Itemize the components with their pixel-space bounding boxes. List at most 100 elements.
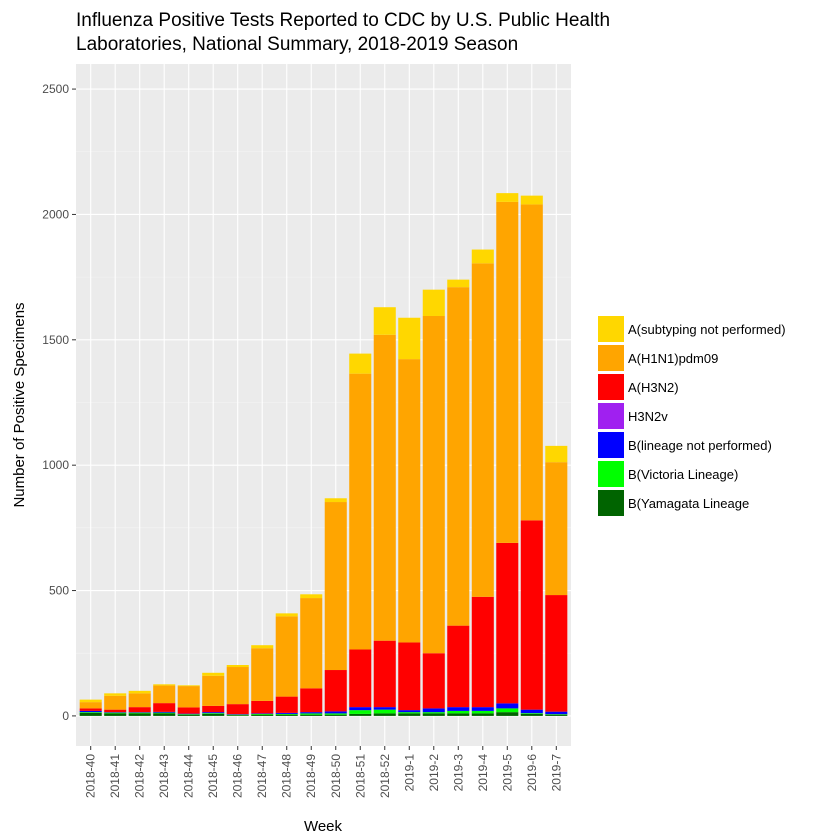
bar-segment: 2018-50 — A(subtyping not performed): 15 xyxy=(324,498,347,503)
bar-segment: 2018-43 — B(lineage not performed): 3 xyxy=(153,711,176,713)
bar-segment: 2019-4 — A(H1N1)pdm09: 1330 xyxy=(471,263,494,597)
bar-segment: 2018-42 — A(H3N2): 20 xyxy=(128,707,151,713)
legend-key xyxy=(598,374,624,400)
legend-key xyxy=(598,403,624,429)
bar-segment: 2019-2 — B(Yamagata Lineage: 10 xyxy=(422,713,445,716)
legend-label: B(Victoria Lineage) xyxy=(628,467,738,482)
bar-segment: 2018-46 — B(lineage not performed): 2 xyxy=(226,714,249,715)
bar-segment: 2018-50 — A(H1N1)pdm09: 670 xyxy=(324,502,347,671)
bar-segment: 2018-52 — B(lineage not performed): 10 xyxy=(373,707,396,710)
y-axis: 0 500 1000 1500 2000 2500 xyxy=(42,82,76,723)
x-tick-label: 2018-45 xyxy=(206,754,220,798)
bar-segment: 2018-49 — B(Victoria Lineage): 5 xyxy=(300,713,323,715)
bar-segment: 2018-50 — B(Yamagata Lineage: 5 xyxy=(324,714,347,716)
bar-segment: 2018-48 — A(H3N2): 65 xyxy=(275,696,298,713)
x-tick-label: 2019-5 xyxy=(500,754,514,792)
bar-segment: 2019-2 — A(subtyping not performed): 105 xyxy=(422,289,445,316)
bar-segment: 2019-7 — B(Victoria Lineage): 2 xyxy=(545,714,568,715)
bar-segment: 2018-52 — A(H1N1)pdm09: 1220 xyxy=(373,334,396,641)
x-axis-title: Week xyxy=(304,818,343,835)
bar-segment: 2018-44 — A(subtyping not performed): 3 xyxy=(177,685,200,687)
x-tick-label: 2018-43 xyxy=(157,754,171,798)
legend-key xyxy=(598,345,624,371)
bar-segment: 2018-47 — B(Yamagata Lineage: 5 xyxy=(251,714,274,716)
bar-segment: 2018-45 — B(lineage not performed): 4 xyxy=(202,712,225,714)
bar-segment: 2018-46 — B(Victoria Lineage): 2 xyxy=(226,714,249,716)
legend-label: A(subtyping not performed) xyxy=(628,322,786,337)
bar-segment: 2018-51 — B(Victoria Lineage): 15 xyxy=(349,710,372,714)
bar-segment: 2018-45 — A(H3N2): 25 xyxy=(202,705,225,713)
legend-label: A(H1N1)pdm09 xyxy=(628,351,718,366)
bar-segment: 2019-7 — A(subtyping not performed): 65 xyxy=(545,445,568,463)
bar-segment: 2018-43 — A(subtyping not performed): 5 xyxy=(153,684,176,686)
bar-segment: 2018-52 — B(Yamagata Lineage: 10 xyxy=(373,713,396,716)
bar-segment: 2019-1 — A(H1N1)pdm09: 1130 xyxy=(398,359,421,643)
bar-segment: 2018-41 — A(H3N2): 10 xyxy=(104,709,127,713)
bar-segment: 2018-43 — A(H3N2): 35 xyxy=(153,703,176,712)
bar-segment: 2019-7 — A(H1N1)pdm09: 530 xyxy=(545,462,568,596)
bar-segment: 2019-3 — A(H3N2): 325 xyxy=(447,625,470,708)
bar-segment: 2019-7 — A(H3N2): 465 xyxy=(545,595,568,712)
legend-label: B(lineage not performed) xyxy=(628,438,772,453)
bar-segment: 2018-52 — B(Victoria Lineage): 15 xyxy=(373,709,396,714)
bar-segment: 2018-49 — A(H1N1)pdm09: 360 xyxy=(300,598,323,689)
bar-segment: 2018-48 — A(H1N1)pdm09: 320 xyxy=(275,616,298,697)
y-tick-label: 1500 xyxy=(42,333,69,347)
bar-segment: 2018-45 — B(Yamagata Lineage: 8 xyxy=(202,713,225,716)
x-tick-label: 2018-47 xyxy=(255,754,269,798)
legend: A(subtyping not performed) A(H1N1)pdm09 A(… xyxy=(598,316,786,516)
bar-segment: 2018-50 — A(H3N2): 165 xyxy=(324,670,347,712)
bar-segment: 2018-44 — B(Yamagata Lineage: 5 xyxy=(177,714,200,716)
bar-segment: 2018-49 — B(Yamagata Lineage: 5 xyxy=(300,714,323,716)
bar-segment: 2018-44 — B(lineage not performed): 2 xyxy=(177,713,200,715)
bar-segment: 2019-5 — A(H3N2): 640 xyxy=(496,542,519,704)
bar-segment: 2019-3 — A(H1N1)pdm09: 1350 xyxy=(447,287,470,626)
bar-segment: 2019-5 — A(H1N1)pdm09: 1360 xyxy=(496,201,519,543)
bar-segment: 2018-44 — A(H1N1)pdm09: 85 xyxy=(177,686,200,708)
legend-key xyxy=(598,490,624,516)
bar-segment: 2019-4 — B(Victoria Lineage): 10 xyxy=(471,710,494,714)
x-tick-label: 2018-46 xyxy=(231,754,245,798)
x-tick-label: 2018-40 xyxy=(84,754,98,798)
x-tick-label: 2018-42 xyxy=(133,754,147,798)
bar-segment: 2018-43 — A(H1N1)pdm09: 70 xyxy=(153,685,176,704)
bar-segment: 2018-47 — B(Victoria Lineage): 3 xyxy=(251,713,274,715)
x-tick-label: 2018-51 xyxy=(353,754,367,798)
bar-segment: 2018-41 — B(Yamagata Lineage: 10 xyxy=(104,713,127,716)
x-tick-label: 2019-7 xyxy=(549,754,563,792)
bar-segment: 2019-4 — B(Yamagata Lineage: 10 xyxy=(471,713,494,716)
bar-segment: 2019-2 — B(lineage not performed): 15 xyxy=(422,708,445,713)
bar-group: 2018-40 — B(Yamagata Lineage: 122018-40 … xyxy=(79,193,568,716)
bar-segment: 2019-7 — B(lineage not performed): 10 xyxy=(545,711,568,715)
bar-segment: 2018-51 — A(H3N2): 230 xyxy=(349,649,372,708)
bar-segment: 2018-40 — A(subtyping not performed): 10 xyxy=(79,699,102,703)
bar-segment: 2018-42 — A(H1N1)pdm09: 55 xyxy=(128,693,151,708)
x-tick-label: 2018-49 xyxy=(304,754,318,798)
bar-segment: 2019-2 — A(H3N2): 220 xyxy=(422,653,445,709)
legend-key xyxy=(598,316,624,342)
bar-segment: 2018-51 — A(subtyping not performed): 80 xyxy=(349,353,372,374)
bar-segment: 2018-47 — A(subtyping not performed): 12 xyxy=(251,645,274,649)
bar-segment: 2018-50 — B(lineage not performed): 8 xyxy=(324,711,347,714)
bar-segment: 2019-1 — A(subtyping not performed): 165 xyxy=(398,317,421,360)
bar-segment: 2018-48 — B(lineage not performed): 4 xyxy=(275,712,298,714)
bar-segment: 2018-43 — B(Yamagata Lineage: 10 xyxy=(153,713,176,716)
bar-segment: 2018-45 — B(Victoria Lineage): 3 xyxy=(202,713,225,714)
bar-segment: 2018-45 — A(subtyping not performed): 12 xyxy=(202,672,225,676)
y-tick-label: 500 xyxy=(49,584,69,598)
bar-segment: 2018-41 — A(subtyping not performed): 10 xyxy=(104,693,127,696)
bar-segment: 2019-3 — B(lineage not performed): 15 xyxy=(447,707,470,711)
bar-segment: 2018-48 — B(Yamagata Lineage: 5 xyxy=(275,714,298,716)
bar-segment: 2019-3 — B(Victoria Lineage): 10 xyxy=(447,710,470,714)
chart-title-line-1: Influenza Positive Tests Reported to CDC… xyxy=(76,10,610,31)
bar-segment: 2018-50 — B(Victoria Lineage): 5 xyxy=(324,713,347,715)
bar-segment: 2019-2 — A(H1N1)pdm09: 1345 xyxy=(422,315,445,654)
bar-segment: 2018-49 — A(subtyping not performed): 15 xyxy=(300,594,323,599)
bar-segment: 2018-48 — B(Victoria Lineage): 3 xyxy=(275,713,298,715)
y-axis-title: Number of Positive Specimens xyxy=(11,302,28,507)
legend-label: H3N2v xyxy=(628,409,668,424)
bar-segment: 2019-6 — B(Victoria Lineage): 3 xyxy=(520,713,543,714)
bar-segment: 2018-40 — A(H3N2): 10 xyxy=(79,708,102,711)
bar-segment: 2019-6 — A(H1N1)pdm09: 1260 xyxy=(520,204,543,521)
